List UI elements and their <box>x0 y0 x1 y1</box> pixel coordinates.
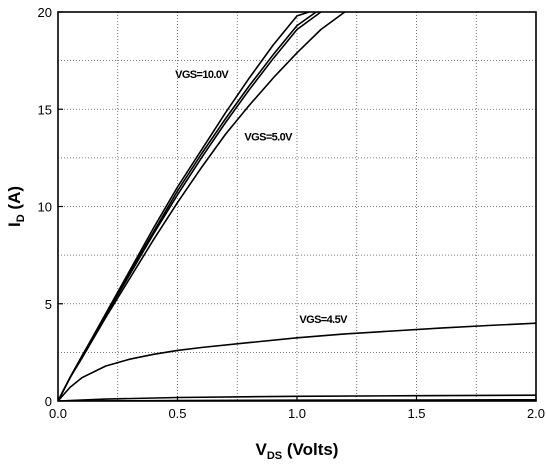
y-tick-label: 10 <box>38 200 52 215</box>
y-axis-title-suffix: (A) <box>5 186 24 214</box>
y-axis-title: ID (A) <box>5 186 27 227</box>
x-tick-label: 0.5 <box>168 406 186 421</box>
y-tick-label: 5 <box>45 297 52 312</box>
annotations: VGS=10.0V VGS=5.0V VGS=4.5V <box>175 69 349 326</box>
curve-annotation: VGS=10.0V <box>175 69 229 81</box>
y-tick-label: 0 <box>45 394 52 409</box>
x-tick-label: 1.5 <box>407 406 425 421</box>
x-tick-label: 1.0 <box>288 406 306 421</box>
x-axis-title-suffix: (Volts) <box>282 440 338 459</box>
tick-labels: 0.0 0.5 1.0 1.5 2.0 0 5 10 15 20 <box>38 5 546 421</box>
series-line-5 <box>58 322 536 401</box>
x-tick-label: 0.0 <box>49 406 67 421</box>
x-tick-label: 2.0 <box>527 406 545 421</box>
x-axis-title: VDS (Volts) <box>256 440 339 462</box>
y-tick-label: 15 <box>38 102 52 117</box>
x-axis-title-main: V <box>256 440 268 459</box>
y-axis-title-main: I <box>5 222 24 227</box>
curve-annotation: VGS=4.5V <box>299 314 348 326</box>
x-axis-title-sub: DS <box>267 450 282 462</box>
grid <box>58 12 536 401</box>
curve-annotation: VGS=5.0V <box>244 131 293 143</box>
axis-ticks <box>57 11 537 402</box>
series-line-6 <box>58 394 536 401</box>
y-axis-title-sub: D <box>15 214 27 222</box>
series-line-4 <box>58 12 346 401</box>
series-line-3 <box>58 12 322 401</box>
y-tick-label: 20 <box>38 5 52 20</box>
